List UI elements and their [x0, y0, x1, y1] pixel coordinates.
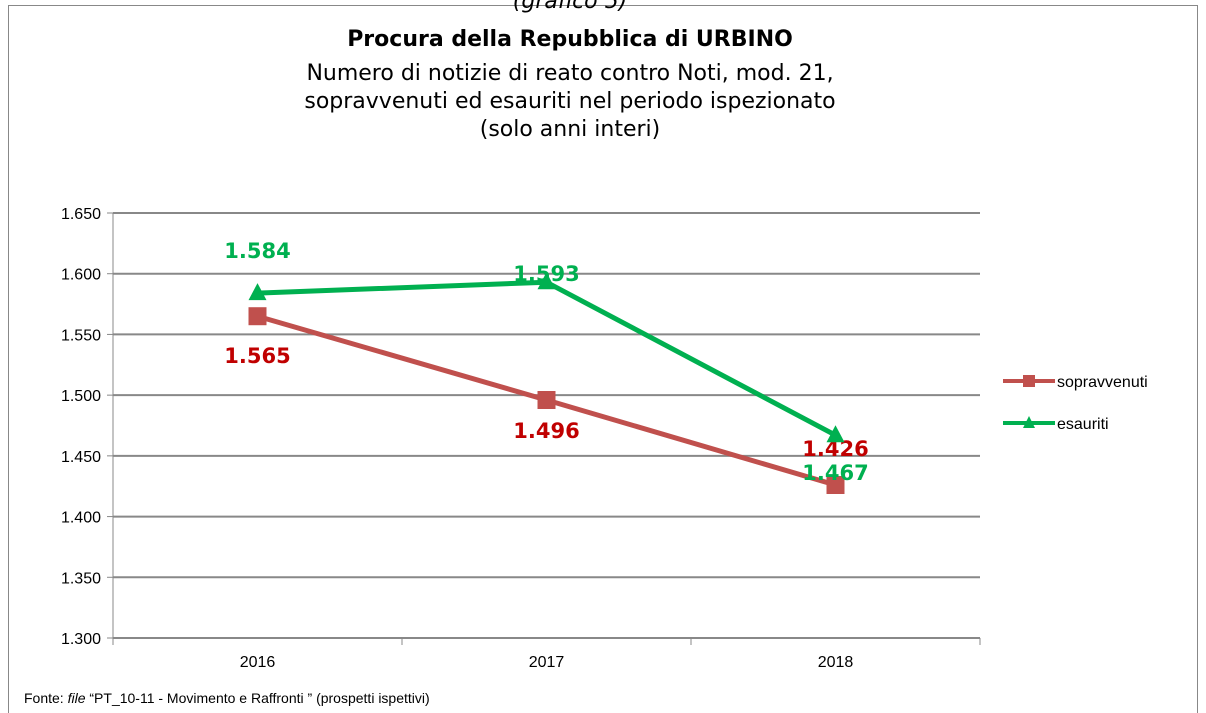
data-label: 1.467 [802, 461, 868, 485]
x-tick-label: 2018 [818, 654, 854, 671]
legend-marker [1023, 375, 1035, 387]
data-label: 1.565 [224, 344, 290, 368]
marker [826, 476, 845, 494]
y-tick-label: 1.600 [61, 267, 101, 284]
y-tick-label: 1.350 [61, 570, 101, 587]
y-tick-label: 1.650 [61, 206, 101, 223]
legend-label: sopravvenuti [1057, 374, 1148, 391]
legend-marker [1023, 416, 1035, 428]
data-label: 1.593 [513, 262, 579, 286]
source-rest: “PT_10-11 - Movimento e Raffronti ” (pro… [86, 690, 430, 706]
chart-frame [8, 5, 1198, 713]
marker [248, 283, 267, 301]
legend-label: esauriti [1057, 416, 1109, 433]
data-label: 1.584 [224, 239, 290, 263]
x-tick-label: 2016 [240, 654, 276, 671]
y-tick-label: 1.500 [61, 388, 101, 405]
marker [248, 307, 267, 326]
y-tick-label: 1.550 [61, 327, 101, 344]
marker [537, 391, 556, 409]
caption: (grafico 5) [513, 0, 627, 14]
y-tick-label: 1.400 [61, 510, 101, 527]
marker [826, 425, 845, 443]
x-tick-label: 2017 [529, 654, 565, 671]
chart-subtitle: (solo anni interi) [480, 117, 661, 142]
data-label: 1.496 [513, 419, 579, 443]
y-tick-label: 1.300 [61, 631, 101, 648]
chart-subtitle: Numero di notizie di reato contro Noti, … [306, 61, 833, 86]
source-note: Fonte: file “PT_10-11 - Movimento e Raff… [24, 690, 430, 706]
marker [537, 272, 556, 290]
chart-subtitle: sopravvenuti ed esauriti nel periodo isp… [304, 89, 835, 114]
source-prefix: Fonte: [24, 690, 68, 706]
chart-title: Procura della Repubblica di URBINO [347, 27, 793, 52]
y-tick-label: 1.450 [61, 449, 101, 466]
source-italic: file [68, 690, 86, 706]
